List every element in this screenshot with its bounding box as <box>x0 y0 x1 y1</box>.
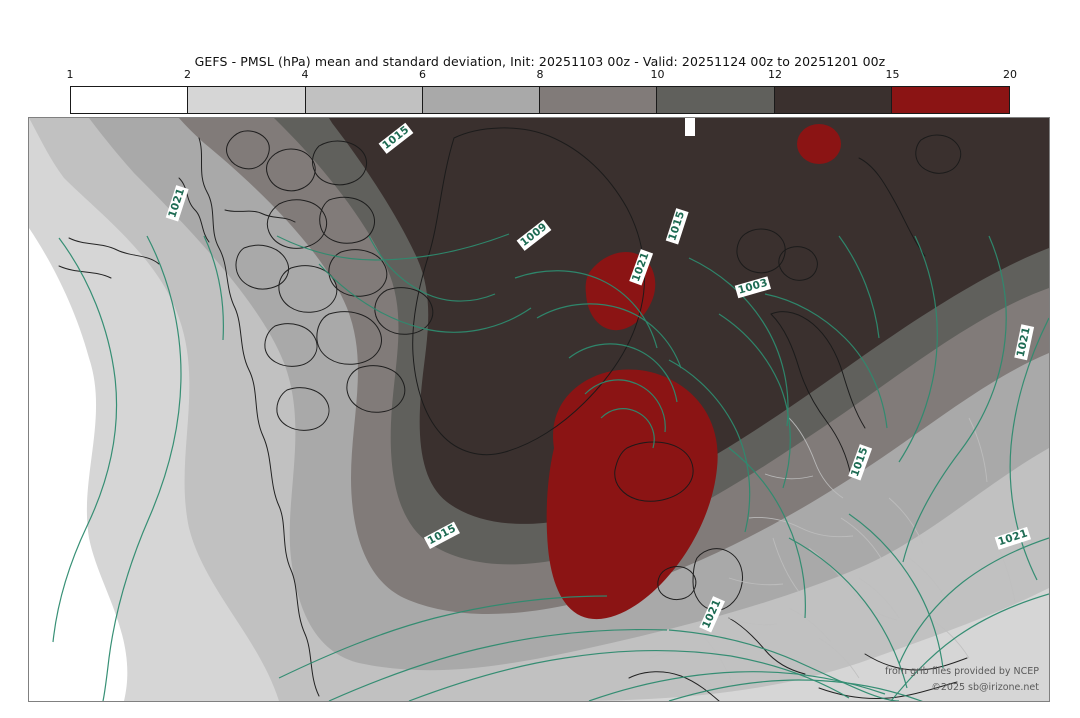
map-svg <box>29 118 1049 701</box>
colorbar: 1 2 4 6 8 10 12 15 20 <box>66 68 1018 116</box>
data-source-note: from grib files provided by NCEP <box>884 666 1039 677</box>
map-top-notch <box>685 118 695 136</box>
colorbar-tick-1: 1 <box>66 68 74 81</box>
country-borders <box>648 417 1016 687</box>
colorbar-tick-labels: 1 2 4 6 8 10 12 15 20 <box>66 68 1018 84</box>
map-panel[interactable]: 1015 1021 1009 1015 1021 1003 1021 1015 1015 1021… <box>28 117 1050 702</box>
colorbar-tick-8: 8 <box>536 68 544 81</box>
colorbar-tick-12: 12 <box>768 68 782 81</box>
colorbar-segment-12-15 <box>774 87 892 113</box>
colorbar-segment-1-2 <box>71 87 189 113</box>
colorbar-tick-2: 2 <box>184 68 191 81</box>
colorbar-segment-4-6 <box>305 87 423 113</box>
colorbar-tick-15: 15 <box>885 68 900 81</box>
colorbar-segment-10-12 <box>657 87 775 113</box>
shade-band-12-15 <box>329 118 1049 524</box>
colorbar-gradient <box>70 86 1010 114</box>
shade-max-kara-sea <box>797 124 841 164</box>
colorbar-segment-15-20 <box>891 87 1009 113</box>
colorbar-segment-2-4 <box>188 87 306 113</box>
map-canvas <box>29 118 1049 701</box>
colorbar-tick-4: 4 <box>301 68 309 81</box>
colorbar-tick-20: 20 <box>1003 68 1017 81</box>
shade-max-north-atlantic <box>546 369 718 620</box>
copyright-note: ©2025 sb@irizone.net <box>931 682 1039 693</box>
coastlines <box>58 127 968 701</box>
page-title: GEFS - PMSL (hPa) mean and standard devi… <box>194 54 886 69</box>
colorbar-tick-6: 6 <box>419 68 426 81</box>
isobar-contours <box>52 233 1049 701</box>
colorbar-segment-8-10 <box>540 87 658 113</box>
colorbar-segment-6-8 <box>422 87 540 113</box>
colorbar-tick-10: 10 <box>650 68 665 81</box>
